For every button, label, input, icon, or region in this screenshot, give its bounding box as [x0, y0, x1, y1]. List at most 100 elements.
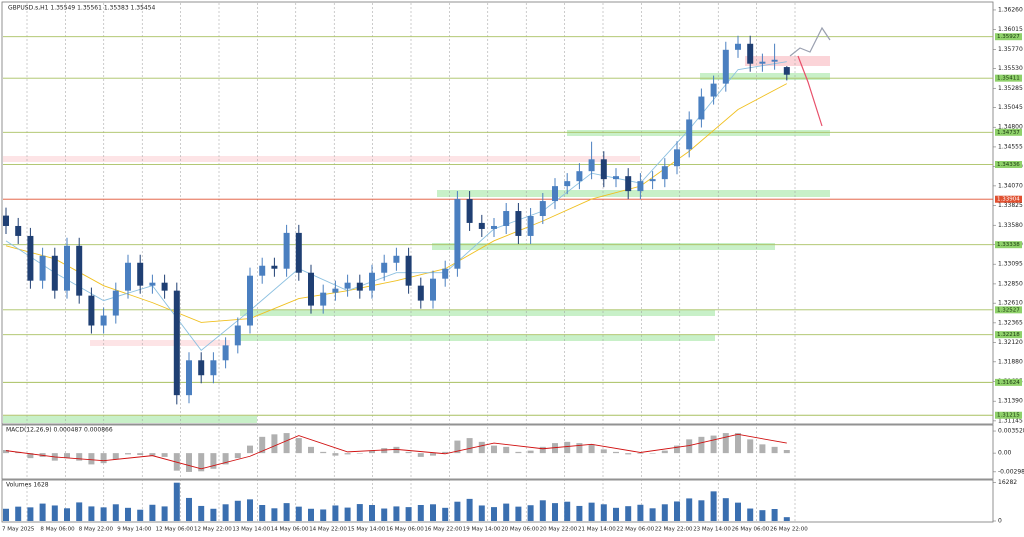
candle-body — [295, 232, 302, 273]
demand-zone — [240, 335, 715, 341]
macd-bar — [613, 451, 619, 454]
macd-bar — [588, 444, 595, 454]
candle-body — [625, 176, 632, 192]
x-tick-label: 14 May 06:00 — [271, 527, 309, 533]
volume-bar — [222, 504, 229, 521]
x-tick-label: 7 May 2025 — [2, 527, 35, 533]
macd-bar — [381, 448, 388, 454]
volume-bar — [308, 508, 314, 521]
macd-bar — [710, 435, 717, 454]
macd-bar — [576, 443, 583, 454]
candle-body — [515, 211, 522, 236]
volume-bar — [515, 506, 522, 521]
macd-bar — [210, 453, 217, 469]
macd-bar — [356, 453, 363, 454]
level-label-box — [995, 128, 1022, 136]
volume-bar — [430, 504, 436, 521]
x-tick-label: 14 May 22:00 — [309, 527, 347, 533]
macd-bar — [88, 453, 95, 465]
macd-panel — [1, 424, 994, 480]
macd-bar — [783, 449, 790, 454]
candle-body — [783, 67, 790, 75]
x-tick-label: 23 May 14:00 — [693, 527, 731, 533]
x-tick-label: 15 May 14:00 — [348, 527, 386, 533]
macd-bar — [149, 453, 156, 456]
volume-bar — [625, 506, 632, 521]
volume-bar — [51, 505, 58, 521]
x-tick-label: 8 May 06:00 — [40, 527, 75, 533]
volume-bar — [600, 504, 607, 521]
macd-bar — [637, 453, 644, 454]
candle-body — [417, 285, 424, 301]
chart-title: GBPUSD.s,H1 1.35549 1.35561 1.35383 1.35… — [8, 5, 156, 12]
y-tick-label: 1.35285 — [998, 85, 1023, 92]
supply-zone — [745, 56, 830, 66]
macd-bar — [649, 453, 656, 454]
level-label: 1.33904 — [997, 197, 1020, 203]
volume-bar — [112, 504, 119, 521]
candle-body — [393, 255, 400, 263]
macd-bar — [552, 443, 558, 454]
macd-bar — [405, 451, 412, 454]
projection-up — [789, 26, 831, 57]
candle-body — [344, 282, 351, 289]
volume-bar — [539, 500, 546, 521]
volume-bar — [88, 506, 95, 521]
macd-bar — [539, 446, 546, 454]
level-label: 1.31215 — [997, 413, 1020, 419]
macd-bar — [442, 451, 449, 454]
macd-bar — [625, 453, 632, 455]
macd-bar — [417, 453, 424, 457]
candle-body — [76, 245, 83, 296]
candle-body — [88, 295, 95, 326]
macd-bar — [186, 453, 192, 472]
level-label: 1.32527 — [997, 307, 1020, 313]
candle-body — [637, 181, 644, 192]
candle-body — [503, 211, 510, 226]
volume-bar — [698, 500, 705, 521]
volume-bar — [15, 506, 22, 521]
level-label-box — [995, 33, 1022, 41]
plot-layer: 7 May 2025 8 May 06:00 8 May 22:00 9 May 14… — [2, 3, 1024, 533]
macd-bar — [698, 436, 705, 454]
level-label-box — [995, 241, 1022, 249]
volume-bar — [637, 504, 644, 521]
volume-bar — [527, 505, 534, 521]
x-tick-label: 9 May 14:00 — [117, 527, 152, 533]
level-label-box — [995, 306, 1022, 314]
candle-body — [247, 275, 253, 326]
macd-bar — [247, 445, 253, 454]
candle-body — [491, 225, 497, 229]
macd-bar — [454, 440, 461, 454]
volume-bar — [271, 508, 278, 521]
candle-body — [698, 96, 705, 120]
macd-bar — [369, 450, 375, 454]
candle-body — [661, 166, 668, 180]
macd-bar — [76, 453, 83, 461]
main-panel — [1, 1, 994, 425]
level-label: 1.31624 — [997, 380, 1020, 386]
level-label-box — [995, 161, 1022, 169]
volume-bar — [161, 506, 168, 521]
macd-bar — [27, 453, 34, 459]
x-tick-label: 26 May 06:00 — [732, 527, 770, 533]
x-tick-label: 20 May 06:00 — [501, 527, 539, 533]
candle-body — [161, 282, 168, 291]
macd-bar — [344, 453, 351, 455]
volume-bar — [674, 501, 680, 521]
macd-bar — [137, 453, 144, 456]
x-tick-label: 12 May 06:00 — [156, 527, 194, 533]
candle-body — [64, 245, 70, 291]
volume-bar — [332, 505, 339, 521]
level-label: 1.35927 — [997, 34, 1020, 40]
candle-body — [15, 225, 22, 236]
x-tick-label: 12 May 22:00 — [194, 527, 232, 533]
candle-body — [649, 179, 656, 182]
supply-zone — [90, 340, 230, 346]
y-tick-label: 1.32120 — [998, 339, 1023, 346]
level-label-box — [995, 411, 1022, 419]
volume-bar — [64, 508, 70, 521]
level-label: 1.32218 — [997, 332, 1020, 338]
y-tick-label: 1.35770 — [998, 46, 1023, 53]
macd-bar — [515, 451, 522, 454]
